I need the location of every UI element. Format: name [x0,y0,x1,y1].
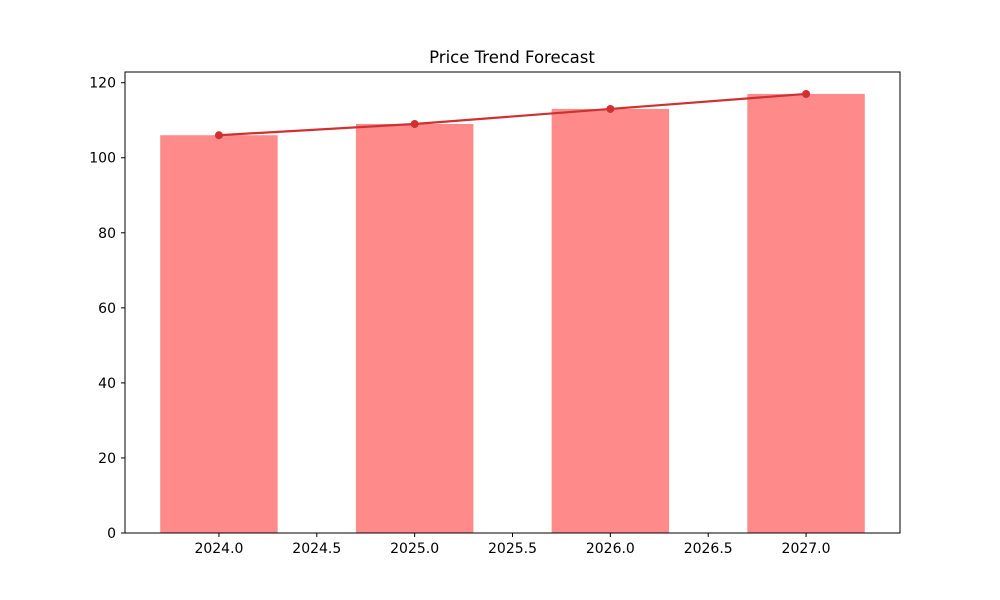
trend-marker-2027 [802,89,811,98]
bars-layer [160,93,865,534]
x-tick-label-2024.0: 2024.0 [194,541,243,557]
y-tick-label-40: 40 [98,376,116,392]
chart-title: Price Trend Forecast [429,48,595,67]
trend-marker-2024 [214,131,223,140]
y-tick-label-120: 120 [89,76,116,92]
ticks-layer: 2024.0 2024.5 2025.0 2025.5 2026.0 2026.5 2027… [89,76,830,557]
y-tick-label-60: 60 [98,301,116,317]
y-tick-label-0: 0 [107,526,116,542]
y-tick-label-20: 20 [98,451,116,467]
x-tick-label-2026.0: 2026.0 [586,541,635,557]
x-tick-label-2025.5: 2025.5 [488,541,537,557]
trend-line-layer [214,89,811,140]
bar-2025 [355,123,474,534]
bar-2026 [551,108,670,533]
trend-marker-2026 [606,104,615,113]
x-tick-label-2026.5: 2026.5 [684,541,733,557]
trend-line [217,92,808,137]
x-tick-label-2027.0: 2027.0 [782,541,831,557]
x-tick-label-2024.5: 2024.5 [292,541,341,557]
trend-marker-2025 [410,119,419,128]
bar-2024 [160,135,278,534]
x-tick-label-2025.0: 2025.0 [390,541,439,557]
y-tick-label-100: 100 [89,151,116,167]
bar-2027 [747,93,865,533]
y-tick-label-80: 80 [98,226,116,242]
